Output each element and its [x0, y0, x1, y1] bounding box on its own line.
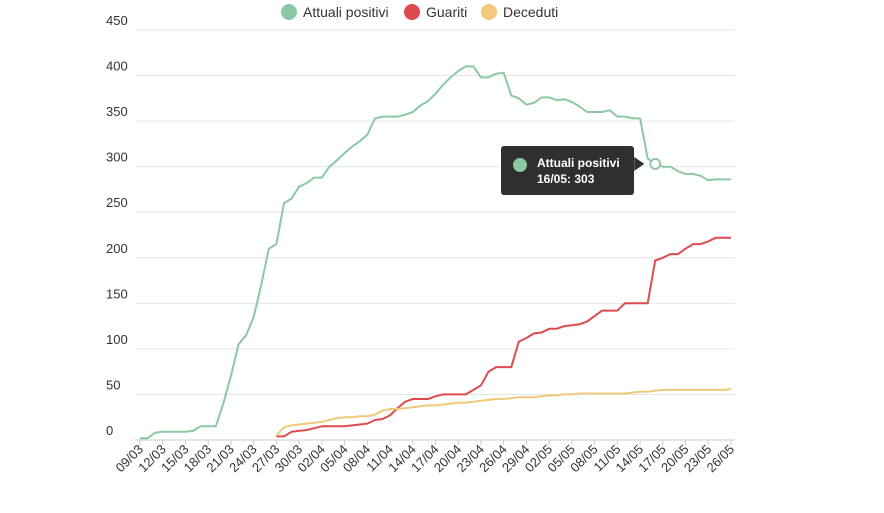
tooltip-pointer [634, 156, 645, 171]
tooltip-box [501, 146, 634, 195]
grid-lines [135, 29, 735, 441]
tooltip-series-name: Attuali positivi [537, 156, 620, 170]
hover-point[interactable] [649, 157, 662, 170]
tooltip-marker [513, 158, 527, 172]
x-axis: 09/0312/0315/0318/0321/0324/0327/0330/03… [113, 440, 737, 475]
y-tick-label: 150 [106, 286, 128, 301]
legend-label: Deceduti [503, 4, 558, 20]
y-tick-label: 350 [106, 104, 128, 119]
y-tick-label: 200 [106, 241, 128, 256]
y-tick-label: 400 [106, 59, 128, 74]
tooltip: Attuali positivi 16/05: 303 [501, 146, 662, 195]
tooltip-value: 16/05: 303 [537, 172, 595, 186]
y-tick-label: 250 [106, 195, 128, 210]
y-tick-label: 50 [106, 377, 120, 392]
legend-label: Attuali positivi [303, 4, 389, 20]
series-lines [140, 65, 732, 440]
series-line-deceduti [275, 388, 732, 437]
y-axis: 0 50 100 150 200 250 300 350 400 450 [106, 13, 128, 438]
y-tick-label: 300 [106, 150, 128, 165]
series-line-guariti [276, 236, 731, 438]
legend: Attuali positivi Guariti Deceduti [281, 4, 558, 20]
y-tick-label: 450 [106, 13, 128, 28]
legend-marker [481, 4, 497, 20]
series-line-attuali-positivi [140, 65, 731, 440]
y-tick-label: 0 [106, 423, 113, 438]
legend-label: Guariti [426, 4, 467, 20]
legend-marker [281, 4, 297, 20]
legend-marker [404, 4, 420, 20]
y-tick-label: 100 [106, 332, 128, 347]
